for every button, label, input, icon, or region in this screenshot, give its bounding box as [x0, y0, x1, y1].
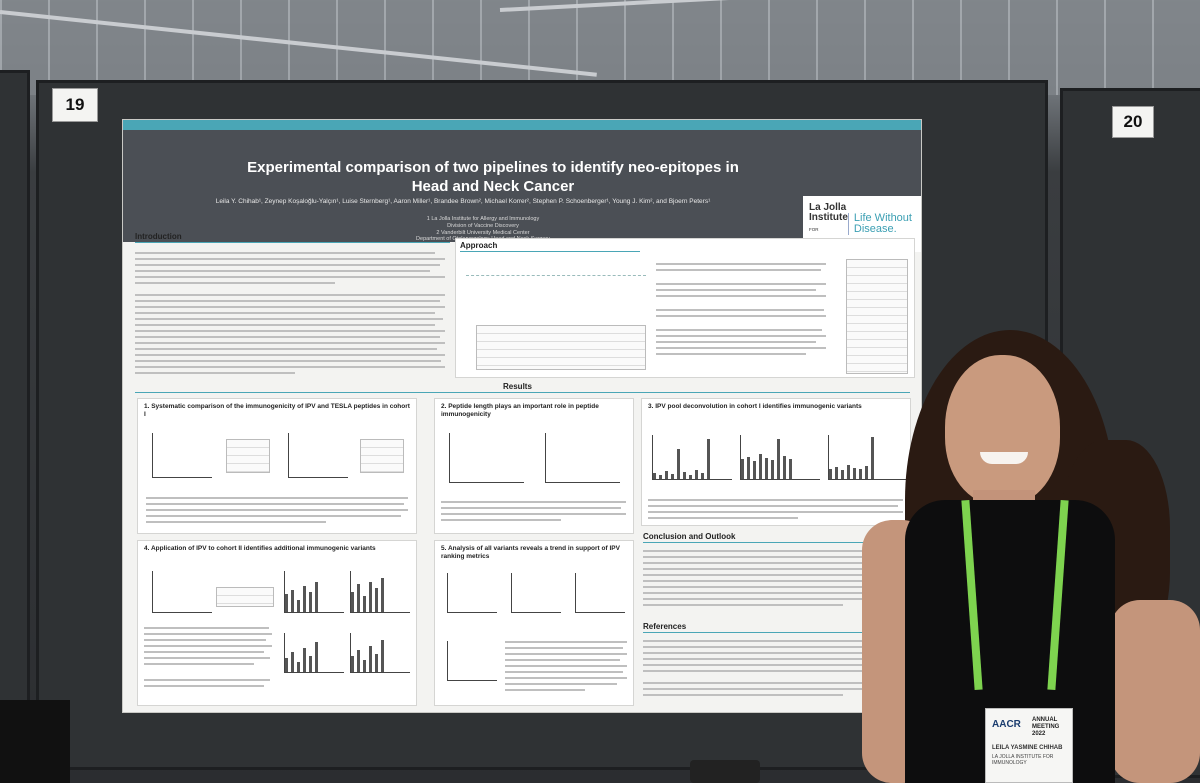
panel-title: 4. Application of IPV to cohort II ident…	[144, 545, 376, 552]
logo-tagline: Life Without Disease.	[847, 213, 921, 235]
scatter-plot	[545, 433, 620, 483]
panel-title: 1. Systematic comparison of the immunoge…	[144, 403, 410, 418]
scatter-plot	[447, 573, 497, 613]
board-number-label: 19	[52, 88, 98, 122]
results-panel-3: 3. IPV pool deconvolution in cohort I id…	[641, 398, 911, 526]
badge-affiliation: LA JOLLA INSTITUTE FOR IMMUNOLOGY	[992, 754, 1054, 766]
bar-chart	[652, 435, 732, 480]
section-heading-references: References	[643, 622, 687, 631]
panel-title: 2. Peptide length plays an important rol…	[441, 403, 599, 418]
bar-chart	[350, 571, 410, 613]
panel-caption	[505, 639, 630, 703]
board-number-label: 20	[1112, 106, 1154, 138]
panel-caption	[441, 499, 629, 531]
bar-chart	[284, 571, 344, 613]
scatter-plot	[575, 573, 625, 613]
panel-title: 5. Analysis of all variants reveals a tr…	[441, 545, 620, 560]
section-divider	[135, 242, 450, 243]
scatter-plot	[447, 641, 497, 681]
badge-meeting: ANNUAL MEETING 2022	[1032, 717, 1060, 737]
poster-title-line: Head and Neck Cancer	[411, 178, 575, 195]
references-text	[643, 638, 908, 706]
scatter-plot	[449, 433, 524, 483]
variant-table	[846, 259, 908, 374]
bar-chart	[740, 435, 820, 480]
conference-badge: AACR ANNUAL MEETING 2022 LEILA YASMINE C…	[985, 708, 1073, 783]
research-poster: Experimental comparison of two pipelines…	[123, 120, 921, 712]
board-stand	[0, 700, 70, 783]
results-panel-2: 2. Peptide length plays an important rol…	[434, 398, 634, 534]
presenter-smile	[980, 452, 1028, 464]
approach-diagram	[466, 275, 646, 325]
panel-title: 3. IPV pool deconvolution in cohort I id…	[648, 403, 862, 410]
convention-ceiling	[0, 0, 1200, 95]
section-divider	[643, 542, 908, 543]
responder-table	[216, 587, 274, 607]
bar-chart	[828, 435, 906, 480]
section-divider	[643, 632, 908, 633]
approach-table	[476, 325, 646, 370]
badge-name: LEILA YASMINE CHIHAB	[992, 745, 1063, 751]
scatter-plot	[511, 573, 561, 613]
presenter-face	[945, 355, 1060, 505]
section-heading-introduction: Introduction	[135, 232, 182, 241]
contingency-table	[360, 439, 404, 473]
results-panel-4: 4. Application of IPV to cohort II ident…	[137, 540, 417, 706]
section-heading-results: Results	[503, 382, 532, 391]
panel-caption	[146, 495, 411, 531]
contingency-table	[226, 439, 270, 473]
scatter-plot	[152, 433, 212, 478]
introduction-text	[135, 250, 450, 380]
section-heading-approach: Approach	[460, 241, 498, 250]
section-divider	[135, 392, 910, 393]
results-panel-5: 5. Analysis of all variants reveals a tr…	[434, 540, 634, 706]
poster-header: Experimental comparison of two pipelines…	[123, 130, 921, 252]
scatter-plot	[288, 433, 348, 478]
panel-caption	[648, 497, 906, 525]
scatter-plot	[152, 571, 212, 613]
bar-chart	[284, 633, 344, 673]
adjacent-poster-board	[0, 70, 30, 770]
poster-authors: Leila Y. Chihab¹, Zeynep Koşaloğlu-Yalçı…	[215, 198, 711, 205]
poster-title: Experimental comparison of two pipelines…	[183, 158, 803, 196]
approach-panel: Approach	[455, 238, 915, 378]
poster-accent-bar	[123, 120, 921, 130]
presenter-arm	[1110, 600, 1200, 783]
bar-chart	[350, 633, 410, 673]
section-divider	[460, 251, 640, 252]
floor-object	[690, 760, 760, 783]
results-panel-1: 1. Systematic comparison of the immunoge…	[137, 398, 417, 534]
badge-org: AACR	[992, 719, 1021, 730]
panel-caption	[144, 623, 274, 701]
conclusion-text	[643, 548, 908, 618]
poster-title-line: Experimental comparison of two pipelines…	[247, 159, 739, 176]
section-heading-conclusion: Conclusion and Outlook	[643, 532, 736, 541]
approach-text	[656, 259, 836, 374]
